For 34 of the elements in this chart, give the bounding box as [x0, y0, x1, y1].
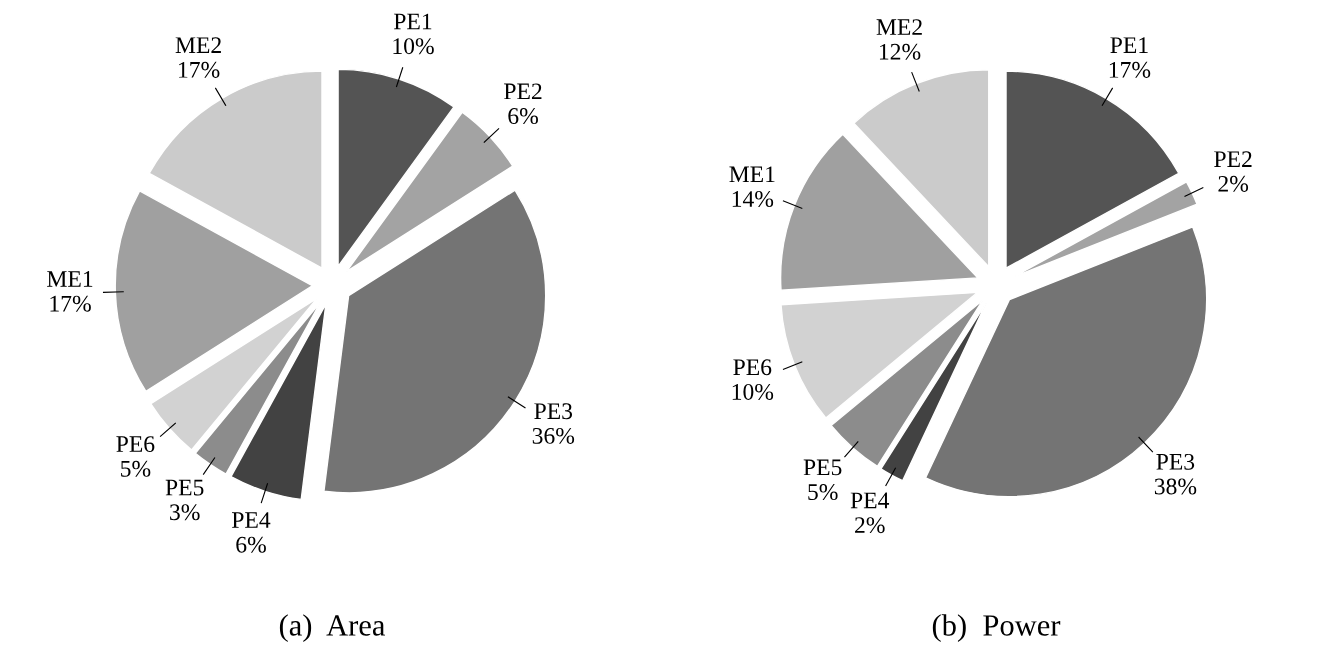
- slice-label: ME1: [47, 271, 93, 287]
- slice-label: PE4: [850, 492, 890, 509]
- text: (b) Power: [932, 614, 1061, 642]
- slice-label: PE5: [803, 459, 842, 476]
- slice-label: PE3: [534, 403, 573, 420]
- slice-label: PE4: [232, 512, 271, 528]
- slice-label: ME1: [729, 166, 775, 182]
- slice-label: PE1: [393, 13, 432, 30]
- data-label: 3%: [170, 504, 200, 521]
- data-label: 10%: [393, 38, 434, 55]
- data-label: 17%: [179, 61, 220, 78]
- data-label: 17%: [1109, 61, 1151, 78]
- slice-label: PE2: [1214, 151, 1252, 167]
- data-label: 38%: [1154, 478, 1197, 495]
- data-label: 14%: [732, 190, 774, 207]
- slice-label: PE3: [1156, 453, 1195, 470]
- data-label: 5%: [808, 484, 838, 501]
- data-label: 36%: [532, 427, 575, 444]
- slice-label: PE2: [504, 83, 542, 100]
- data-label: 10%: [732, 383, 774, 400]
- data-label: 5%: [121, 460, 151, 477]
- slice-label: ME2: [876, 19, 922, 35]
- slice-label: PE6: [116, 436, 155, 453]
- data-label: 17%: [50, 295, 91, 312]
- data-label: 6%: [508, 108, 538, 125]
- slice-label: PE5: [165, 479, 204, 496]
- data-label: 6%: [236, 536, 266, 553]
- slice-label: PE1: [1110, 37, 1148, 53]
- slice-label: ME2: [175, 37, 221, 53]
- slice-label: PE6: [733, 359, 772, 376]
- data-label: 2%: [855, 517, 885, 534]
- data-label: 2%: [1218, 175, 1249, 192]
- text: (a) Area: [279, 614, 386, 642]
- data-label: 12%: [879, 43, 921, 60]
